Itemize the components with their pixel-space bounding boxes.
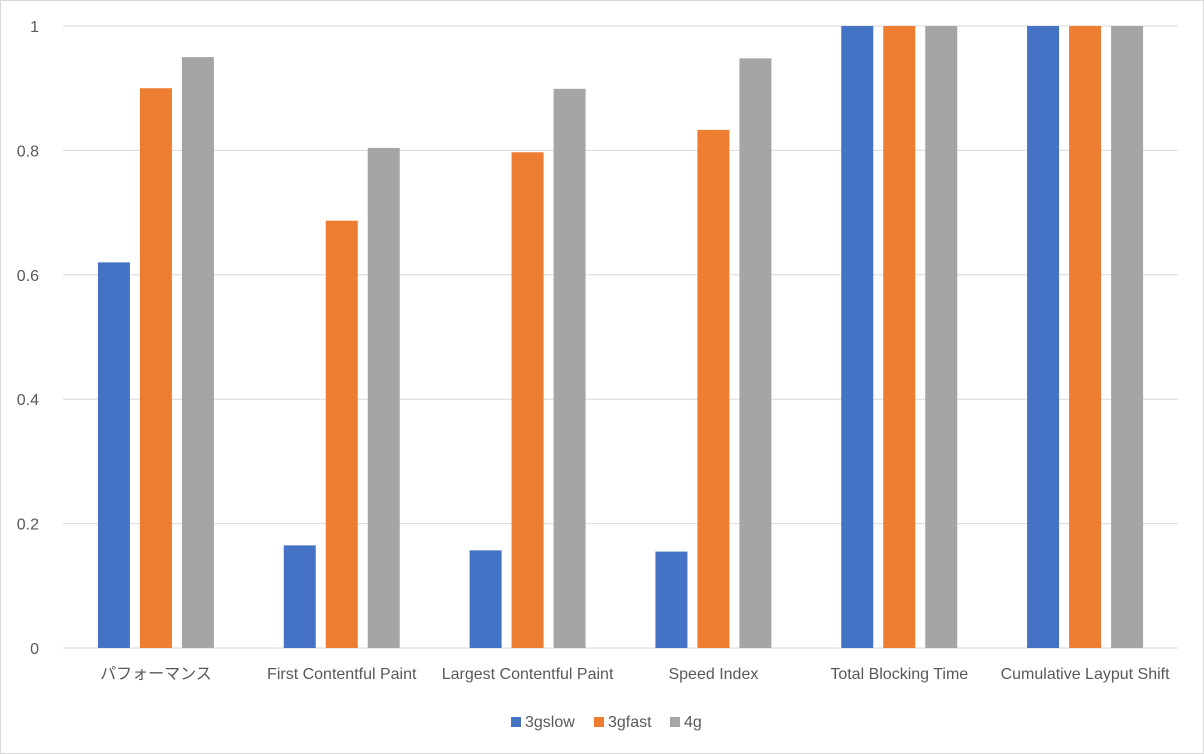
bars bbox=[97, 26, 1144, 649]
bar-3gslow-4 bbox=[841, 26, 874, 648]
bar-4g-2 bbox=[553, 88, 586, 648]
x-tick-label: Total Blocking Time bbox=[830, 666, 968, 683]
y-tick-label: 1 bbox=[30, 19, 39, 36]
bar-4g-5 bbox=[1111, 26, 1144, 648]
y-tick-label: 0.4 bbox=[17, 392, 39, 409]
y-tick-label: 0 bbox=[30, 641, 39, 658]
y-axis-ticks: 0 0.2 0.4 0.6 0.8 1 bbox=[17, 19, 39, 658]
bar-3gslow-0 bbox=[97, 262, 130, 648]
bar-3gslow-2 bbox=[469, 550, 502, 648]
legend-swatch-4g bbox=[670, 717, 680, 727]
bar-3gslow-3 bbox=[655, 551, 688, 648]
x-tick-label: パフォーマンス bbox=[100, 666, 212, 683]
bar-3gfast-0 bbox=[139, 88, 172, 648]
legend-swatch-3gslow bbox=[511, 717, 521, 727]
legend-label-4g: 4g bbox=[684, 714, 702, 731]
bar-3gfast-3 bbox=[697, 129, 730, 648]
bar-3gfast-4 bbox=[883, 26, 916, 648]
bar-4g-0 bbox=[181, 57, 214, 649]
legend: 3gslow 3gfast 4g bbox=[511, 714, 702, 731]
x-tick-label: First Contentful Paint bbox=[267, 666, 417, 683]
bar-3gslow-5 bbox=[1027, 26, 1060, 648]
x-axis-ticks: パフォーマンス First Contentful Paint Largest Con… bbox=[100, 666, 1170, 683]
bar-4g-1 bbox=[367, 147, 400, 649]
legend-label-3gfast: 3gfast bbox=[608, 714, 652, 731]
y-tick-label: 0.8 bbox=[17, 143, 39, 160]
x-tick-label: Largest Contentful Paint bbox=[442, 666, 614, 683]
bar-4g-3 bbox=[739, 58, 772, 649]
x-tick-label: Cumulative Layput Shift bbox=[1001, 666, 1171, 683]
bar-3gfast-2 bbox=[511, 152, 544, 649]
bar-3gfast-1 bbox=[325, 220, 358, 648]
legend-swatch-3gfast bbox=[594, 717, 604, 727]
bar-3gslow-1 bbox=[283, 545, 316, 648]
bar-4g-4 bbox=[925, 26, 958, 648]
gridlines bbox=[63, 25, 1178, 649]
x-tick-label: Speed Index bbox=[668, 666, 758, 683]
bar-3gfast-5 bbox=[1069, 26, 1102, 648]
y-tick-label: 0.6 bbox=[17, 268, 39, 285]
legend-label-3gslow: 3gslow bbox=[525, 714, 575, 731]
y-tick-label: 0.2 bbox=[17, 517, 39, 534]
